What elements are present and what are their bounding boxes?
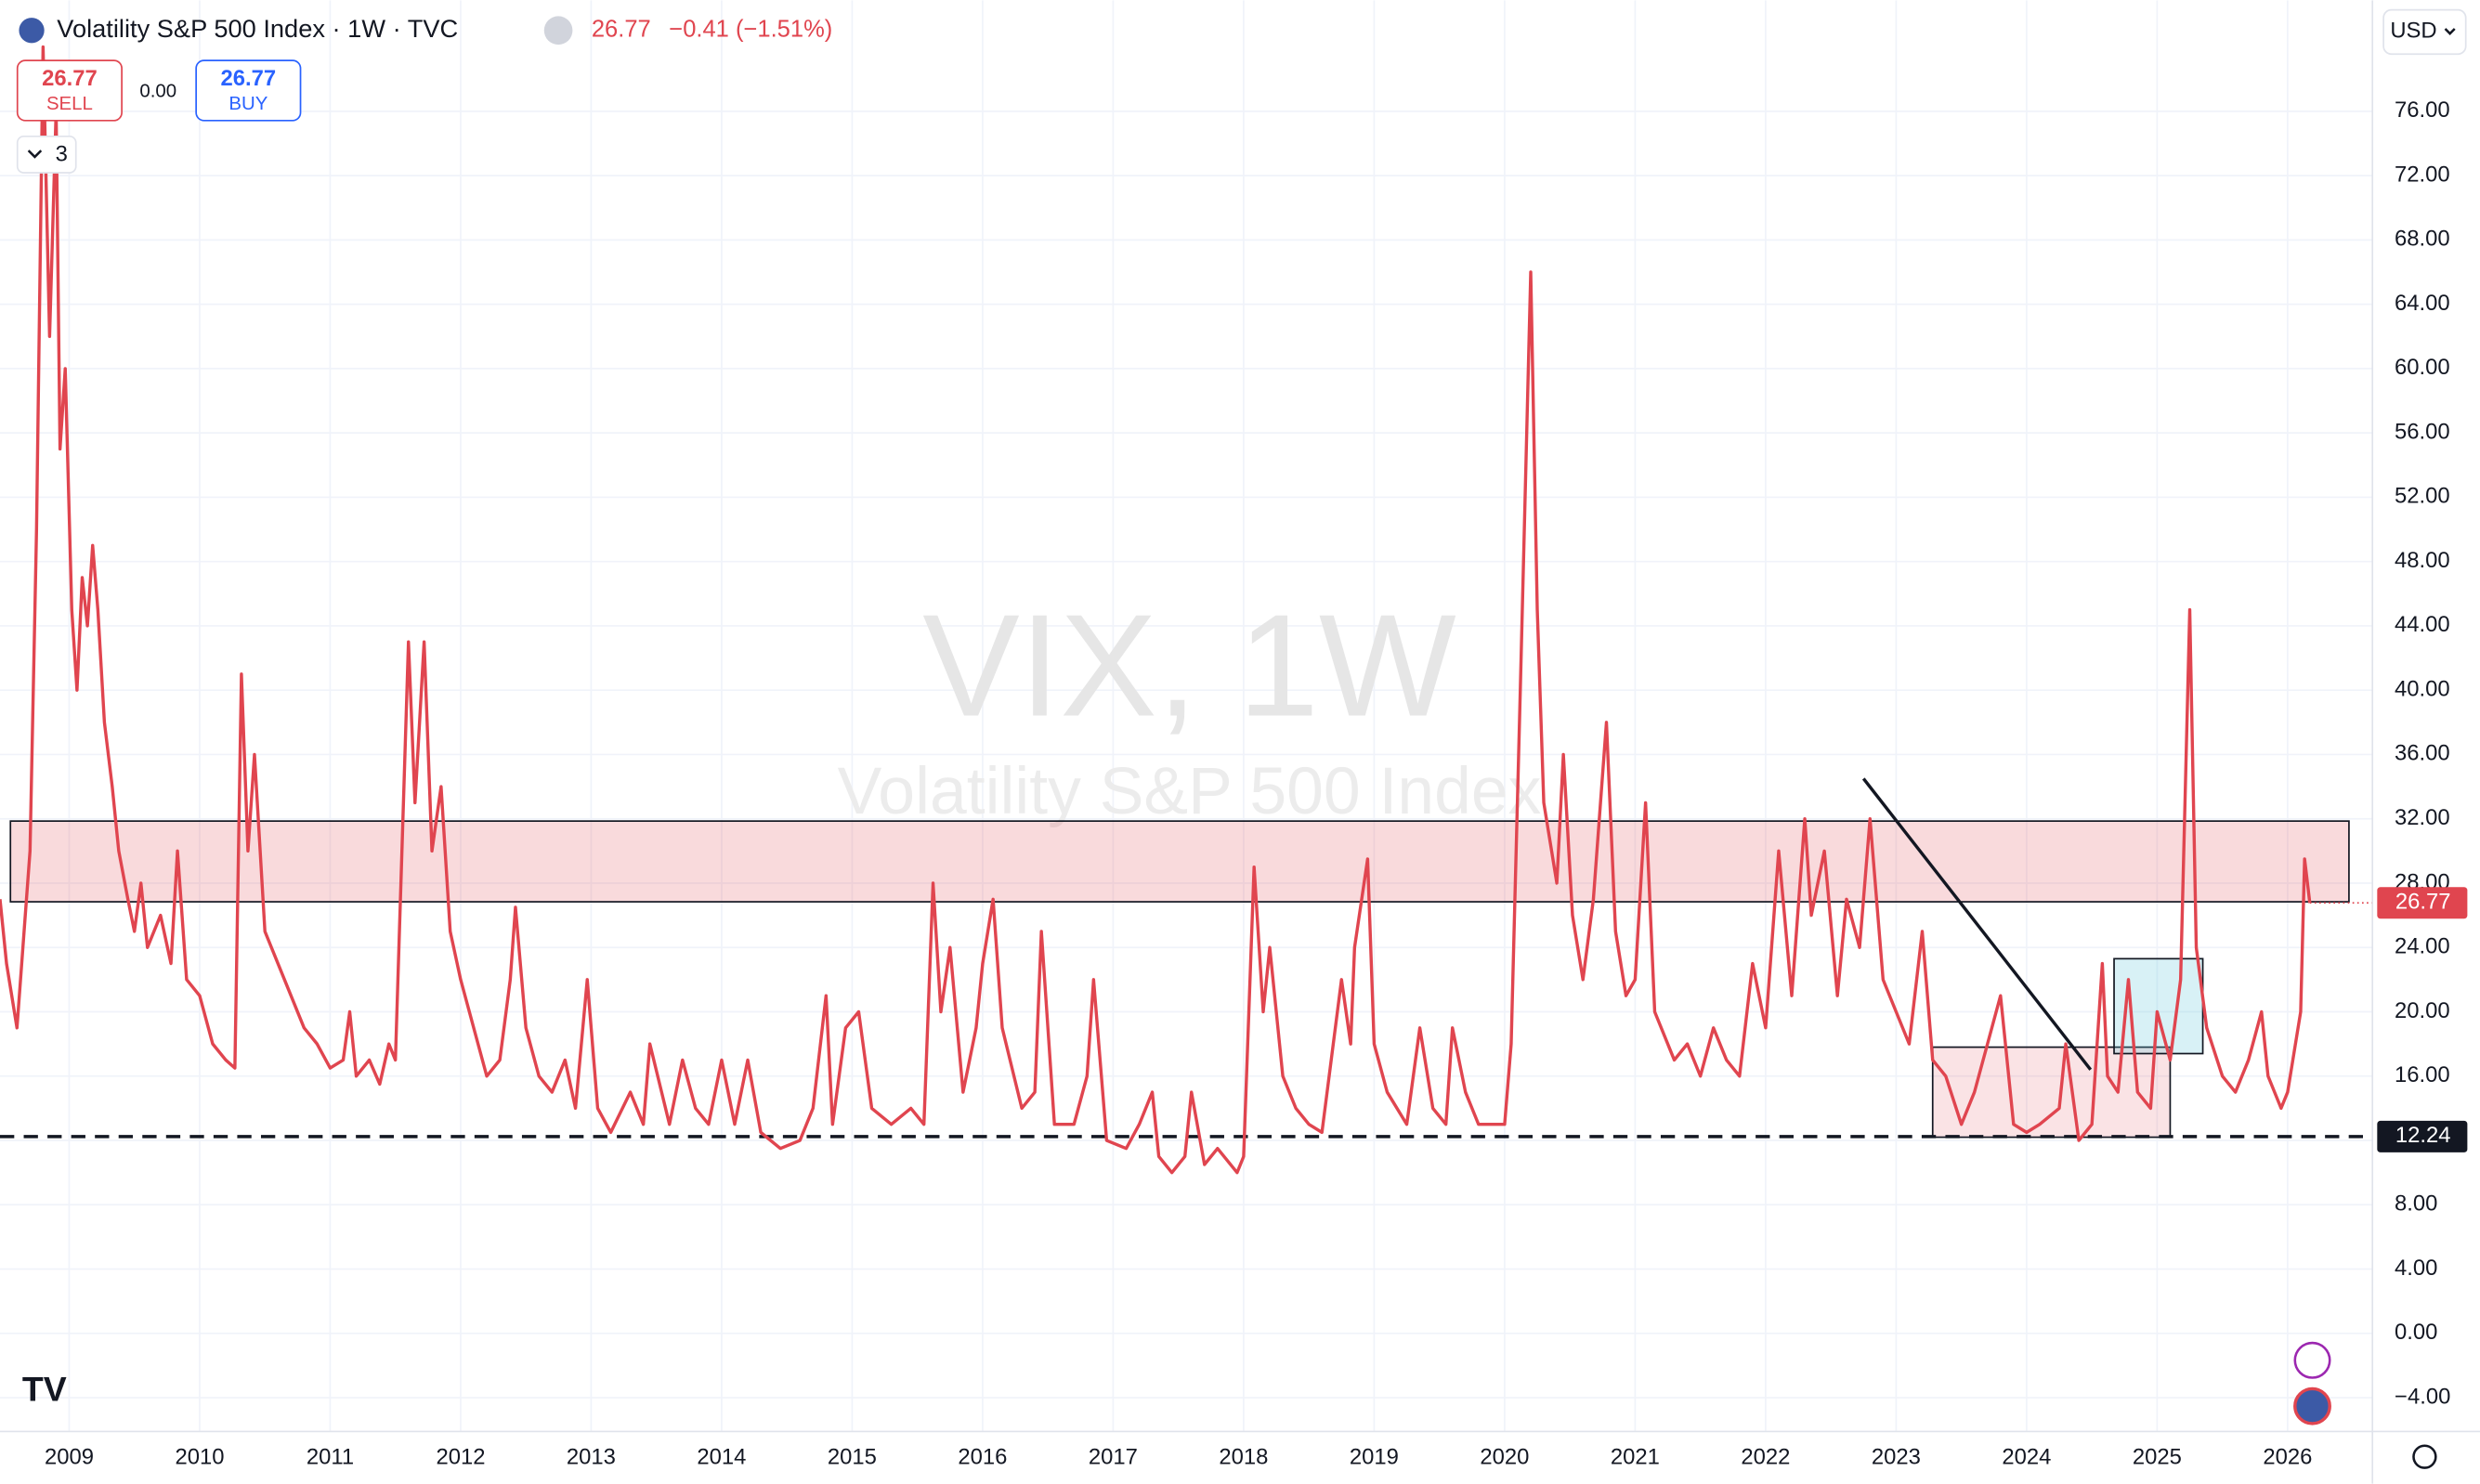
sell-button[interactable]	[16, 59, 123, 122]
y-tick-label: 72.00	[2395, 162, 2450, 187]
price-line	[0, 45, 2312, 1175]
flag-icon	[19, 18, 45, 44]
indicators-count: 3	[56, 142, 68, 167]
y-tick-label: 16.00	[2395, 1062, 2450, 1087]
y-tick-label: 44.00	[2395, 612, 2450, 637]
x-tick-label: 2009	[45, 1445, 94, 1470]
price: 26.77	[592, 16, 651, 42]
y-tick-label: 0.00	[2395, 1320, 2437, 1345]
y-tick-label: 60.00	[2395, 355, 2450, 380]
x-tick-label: 2021	[1611, 1445, 1660, 1470]
last-price-tag	[2377, 887, 2468, 919]
y-tick-label: 20.00	[2395, 998, 2450, 1023]
flag-icon	[2293, 1386, 2331, 1425]
support-tag	[2377, 1120, 2468, 1152]
market-status	[543, 16, 573, 46]
chevron	[27, 150, 43, 159]
spread: 0.00	[139, 82, 176, 102]
x-tick-label: 2014	[697, 1445, 746, 1470]
watermark-sub: Volatility S&P 500 Index	[838, 754, 1542, 828]
buy-price: 26.77	[221, 66, 277, 91]
change: −0.41 (−1.51%)	[669, 16, 832, 42]
x-tick-label: 2023	[1872, 1445, 1921, 1470]
currency-button[interactable]	[2382, 8, 2467, 56]
x-tick-label: 2025	[2133, 1445, 2182, 1470]
x-tick-label: 2017	[1089, 1445, 1138, 1470]
symbol-title: Volatility S&P 500 Index · 1W · TVC	[57, 14, 458, 43]
last-price-label: 26.77	[2395, 890, 2451, 915]
y-tick-label: 56.00	[2395, 419, 2450, 444]
alert-icon[interactable]	[2293, 1341, 2331, 1379]
buy-button[interactable]	[195, 59, 302, 122]
buy-label: BUY	[228, 94, 268, 114]
x-tick-label: 2026	[2263, 1445, 2312, 1470]
sell-price: 26.77	[42, 66, 98, 91]
y-tick-label: 24.00	[2395, 934, 2450, 959]
x-tick-label: 2018	[1219, 1445, 1268, 1470]
y-tick-label: 40.00	[2395, 676, 2450, 701]
chevron	[2444, 28, 2456, 35]
x-tick-label: 2012	[436, 1445, 485, 1470]
currency: USD	[2390, 19, 2436, 44]
x-tick-label: 2016	[958, 1445, 1007, 1470]
range-box	[1931, 1046, 2172, 1139]
y-tick-label: −4.00	[2395, 1384, 2450, 1409]
x-tick-label: 2020	[1480, 1445, 1529, 1470]
y-tick-label: 36.00	[2395, 741, 2450, 766]
sell-label: SELL	[46, 94, 93, 114]
settings-icon[interactable]	[2412, 1444, 2437, 1469]
y-tick-label: 32.00	[2395, 805, 2450, 830]
y-tick-label: 64.00	[2395, 291, 2450, 316]
x-tick-label: 2024	[2002, 1445, 2051, 1470]
x-tick-label: 2011	[307, 1445, 354, 1470]
x-tick-label: 2015	[828, 1445, 877, 1470]
trendline	[1861, 777, 2093, 1071]
x-tick-label: 2019	[1350, 1445, 1399, 1470]
y-tick-label: 8.00	[2395, 1191, 2437, 1217]
support-label: 12.24	[2395, 1123, 2451, 1148]
watermark: VIX, 1W	[922, 585, 1456, 748]
y-tick-label: 4.00	[2395, 1256, 2437, 1281]
y-tick-label: 48.00	[2395, 548, 2450, 573]
y-tick-label: 76.00	[2395, 98, 2450, 123]
x-tick-label: 2022	[1741, 1445, 1790, 1470]
logo: TV	[22, 1370, 67, 1409]
resistance-zone	[9, 820, 2350, 903]
y-tick-label: 52.00	[2395, 484, 2450, 509]
x-tick-label: 2013	[567, 1445, 616, 1470]
y-tick-label: 68.00	[2395, 227, 2450, 252]
x-tick-label: 2010	[175, 1445, 224, 1470]
indicators-toggle[interactable]	[16, 135, 77, 174]
